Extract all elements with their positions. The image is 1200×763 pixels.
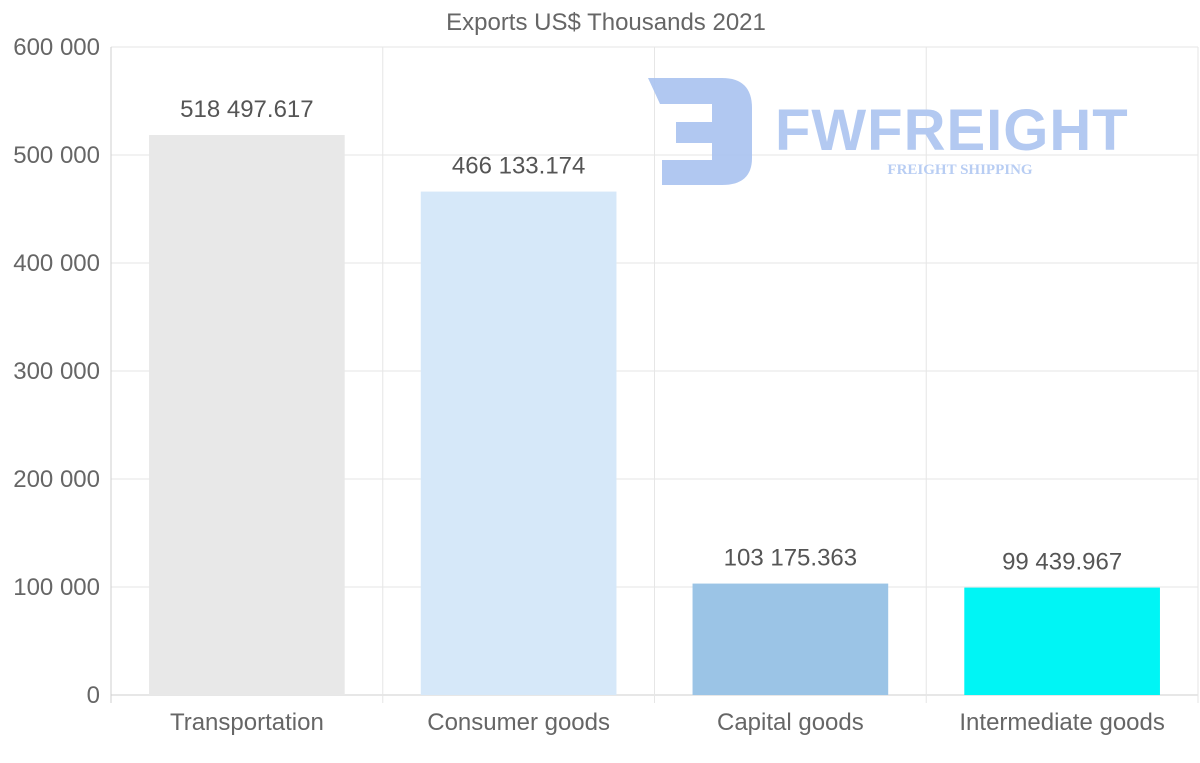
bar-data-label: 103 175.363: [724, 545, 857, 572]
bar-data-label: 518 497.617: [180, 96, 313, 123]
y-tick-label: 300 000: [13, 358, 100, 385]
watermark: FWFREIGHT FREIGHT SHIPPING: [648, 78, 1129, 185]
bar-data-label: 99 439.967: [1002, 549, 1122, 576]
x-tick-label: Transportation: [170, 709, 324, 736]
y-tick-label: 100 000: [13, 574, 100, 601]
watermark-logo-icon: [648, 78, 752, 185]
watermark-brand: FWFREIGHT: [775, 98, 1129, 163]
bar[interactable]: [149, 135, 345, 695]
y-tick-label: 200 000: [13, 466, 100, 493]
x-tick-label: Consumer goods: [427, 709, 610, 736]
y-tick-label: 0: [87, 682, 100, 709]
x-tick-label: Capital goods: [717, 709, 864, 736]
y-tick-label: 400 000: [13, 250, 100, 277]
bar[interactable]: [420, 191, 617, 695]
bar[interactable]: [692, 583, 889, 695]
bars-layer: [149, 135, 1160, 695]
chart-title: Exports US$ Thousands 2021: [446, 9, 766, 36]
bar-data-label: 466 133.174: [452, 153, 585, 180]
y-tick-label: 600 000: [13, 34, 100, 61]
watermark-tagline: FREIGHT SHIPPING: [887, 162, 1032, 178]
bar[interactable]: [964, 587, 1160, 695]
labels-layer: 0 100 000 200 000 300 000 400 000 500 000 600 …: [13, 34, 1165, 736]
y-tick-label: 500 000: [13, 142, 100, 169]
x-tick-label: Intermediate goods: [959, 709, 1164, 736]
